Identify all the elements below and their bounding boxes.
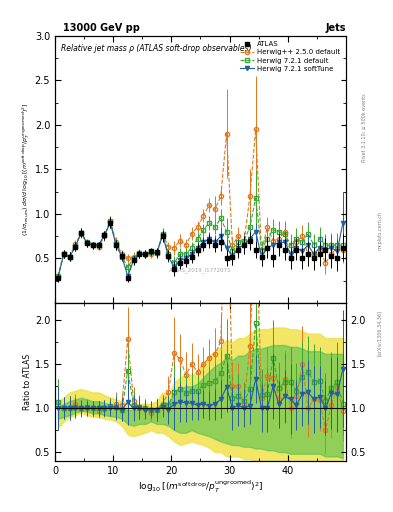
Text: 13000 GeV pp: 13000 GeV pp bbox=[63, 23, 140, 33]
Text: mcplots.cern.ch: mcplots.cern.ch bbox=[377, 211, 382, 250]
Text: [arXiv:1306.34,36]: [arXiv:1306.34,36] bbox=[377, 310, 382, 356]
Text: Relative jet mass ρ (ATLAS soft-drop observables): Relative jet mass ρ (ATLAS soft-drop obs… bbox=[61, 44, 252, 53]
X-axis label: $\log_{10}[(m^{\mathrm{soft\,drop}}/p_T^{\mathrm{ungroomed}})^2]$: $\log_{10}[(m^{\mathrm{soft\,drop}}/p_T^… bbox=[138, 478, 263, 495]
Y-axis label: $(1/\sigma_\mathrm{resum})\ d\sigma/d\,\log_{10}[(m^\mathrm{soft\,drop}/p_T^\mat: $(1/\sigma_\mathrm{resum})\ d\sigma/d\,\… bbox=[20, 102, 32, 236]
Legend: ATLAS, Herwig++ 2.5.0 default, Herwig 7.2.1 default, Herwig 7.2.1 softTune: ATLAS, Herwig++ 2.5.0 default, Herwig 7.… bbox=[238, 39, 342, 74]
Text: ATLAS_2019_I1772071: ATLAS_2019_I1772071 bbox=[169, 267, 232, 272]
Y-axis label: Ratio to ATLAS: Ratio to ATLAS bbox=[23, 354, 32, 410]
Text: Jets: Jets bbox=[325, 23, 346, 33]
Text: Rivet 3.1.10; ≥ 500k events: Rivet 3.1.10; ≥ 500k events bbox=[362, 94, 367, 162]
